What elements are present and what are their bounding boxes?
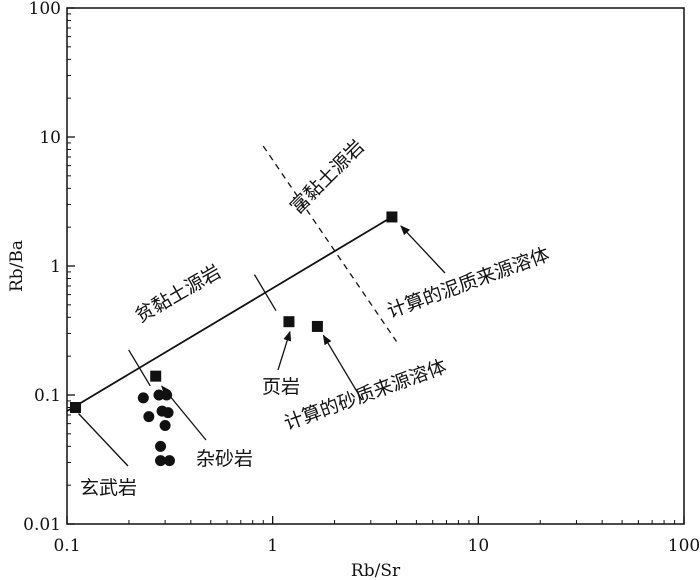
annotation-4: 计算的砂质来源溶体 (281, 356, 449, 435)
circle-point-2 (161, 389, 173, 401)
square-point-2 (283, 316, 295, 328)
square-point-3 (311, 320, 323, 332)
circle-point-9 (163, 455, 175, 467)
y-tick-label-1: 0.1 (34, 386, 61, 406)
trend-line-crossmark-0 (128, 349, 151, 387)
square-point-0 (70, 402, 82, 414)
square-point-4 (386, 211, 398, 223)
circle-point-7 (155, 440, 167, 452)
annotation-2: 计算的泥质来源溶体 (384, 244, 552, 323)
annotation-6: 玄武岩 (80, 477, 137, 499)
annotation-1: 贫黏土源岩 (132, 261, 225, 328)
x-axis-title: Rb/Sr (351, 561, 401, 580)
mixing-trend-line (66, 216, 393, 412)
y-tick-label-3: 10 (39, 128, 61, 148)
x-tick-label-0: 0.1 (53, 536, 80, 556)
circle-point-8 (155, 455, 167, 467)
circle-point-0 (137, 392, 149, 404)
circle-point-6 (159, 420, 171, 432)
leader-basalt (78, 413, 129, 467)
x-tick-label-3: 100 (668, 536, 700, 556)
y-axis-title: Rb/Ba (7, 240, 27, 292)
square-point-1 (150, 370, 162, 382)
y-tick-label-0: 0.01 (23, 515, 61, 535)
y-tick-label-2: 1 (50, 257, 61, 277)
annotation-5: 杂砂岩 (196, 448, 253, 470)
arrow-sand-melt (322, 334, 363, 401)
trend-line-crossmark-1 (253, 274, 277, 312)
annotation-0: 富黏土源岩 (286, 136, 369, 219)
circle-point-3 (143, 411, 155, 423)
annotation-3: 页岩 (262, 376, 300, 398)
arrow-shale (277, 330, 292, 371)
circle-point-5 (162, 407, 174, 419)
y-tick-label-4: 100 (29, 0, 61, 19)
arrow-mud-melt (400, 225, 446, 274)
circle-point-1 (153, 389, 165, 401)
x-tick-label-2: 10 (468, 536, 490, 556)
x-tick-label-1: 1 (267, 536, 278, 556)
